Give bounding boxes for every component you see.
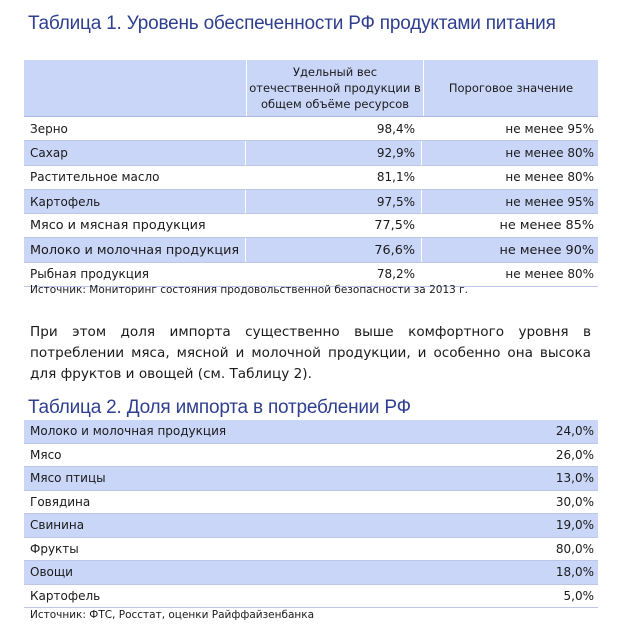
table1-cell-threshold: не менее 85%: [499, 218, 594, 234]
table2-cell-share: 5,0%: [563, 588, 595, 603]
table1-cell-product: Зерно: [24, 117, 246, 141]
table2-cell-product: Мясо птицы: [30, 471, 106, 486]
table1-row: Картофель 97,5% не менее 95%: [24, 189, 598, 215]
table1-row: Мясо и мясная продукция 77,5% не менее 8…: [24, 214, 598, 239]
table1: Удельный вес отечественной продукции в о…: [24, 60, 598, 288]
table2-cell-product: Мясо: [30, 447, 62, 462]
table1-row: Зерно 98,4% не менее 95%: [24, 117, 598, 142]
table1-row: Рыбная продукция 78,2% не менее 80%: [24, 262, 598, 288]
table1-cell-share: 81,1%: [246, 165, 422, 189]
table1-header: Удельный вес отечественной продукции в о…: [24, 60, 598, 117]
table1-cell-product: Сахар: [24, 141, 246, 165]
table1-title: Таблица 1. Уровень обеспеченности РФ про…: [28, 13, 556, 34]
table2: Молоко и молочная продукция 24,0% Мясо 2…: [24, 420, 598, 608]
table2-cell-product: Фрукты: [30, 541, 79, 556]
table1-cell-product: Рыбная продукция: [24, 262, 246, 287]
table1-header-threshold: Пороговое значение: [448, 81, 574, 95]
table1-cell-product: Картофель: [24, 189, 246, 214]
table2-cell-product: Свинина: [30, 518, 85, 533]
body-paragraph: При этом доля импорта существенно выше к…: [30, 324, 591, 382]
table1-cell-product: Мясо и мясная продукция: [24, 214, 246, 238]
table2-cell-product: Картофель: [30, 588, 101, 603]
table2-row: Картофель 5,0%: [24, 585, 598, 608]
table2-row: Свинина 19,0%: [24, 514, 598, 538]
table1-source: Источник: Мониторинг состояния продоволь…: [30, 284, 468, 296]
table2-title: Таблица 2. Доля импорта в потреблении РФ: [28, 397, 411, 418]
table2-cell-share: 26,0%: [555, 447, 594, 462]
table2-cell-share: 80,0%: [555, 541, 594, 556]
table1-row: Растительное масло 81,1% не менее 80%: [24, 165, 598, 190]
table2-cell-product: Молоко и молочная продукция: [30, 424, 227, 439]
table1-header-product: [24, 60, 247, 116]
table1-cell-share: 77,5%: [246, 214, 422, 238]
table1-cell-threshold: не менее 80%: [505, 145, 594, 160]
table1-cell-threshold: не менее 80%: [505, 267, 594, 282]
table1-cell-threshold: не менее 80%: [505, 170, 594, 185]
table2-cell-product: Овощи: [30, 565, 73, 580]
table2-source: Источник: ФТС, Росстат, оценки Райффайзе…: [30, 609, 315, 621]
table2-row: Фрукты 80,0%: [24, 538, 598, 561]
table2-row: Мясо 26,0%: [24, 444, 598, 467]
table1-cell-share: 78,2%: [246, 262, 422, 287]
table1-cell-product: Растительное масло: [24, 165, 246, 189]
table1-header-share: Удельный вес отечественной продукции в о…: [247, 60, 424, 116]
table1-cell-share: 92,9%: [246, 141, 422, 165]
table1-cell-share: 97,5%: [246, 189, 422, 214]
table1-row: Молоко и молочная продукция 76,6% не мен…: [24, 238, 598, 263]
table2-cell-share: 24,0%: [555, 424, 594, 439]
table1-cell-share: 98,4%: [246, 117, 422, 141]
table1-row: Сахар 92,9% не менее 80%: [24, 141, 598, 166]
table1-cell-threshold: не менее 95%: [505, 194, 594, 209]
table1-cell-threshold: не менее 95%: [505, 121, 594, 136]
table2-cell-share: 30,0%: [555, 494, 594, 509]
table2-row: Овощи 18,0%: [24, 561, 598, 585]
table2-row: Говядина 30,0%: [24, 491, 598, 514]
table1-cell-share: 76,6%: [246, 238, 422, 262]
table2-cell-share: 19,0%: [555, 518, 594, 533]
table1-cell-product: Молоко и молочная продукция: [24, 238, 246, 262]
table2-cell-product: Говядина: [30, 494, 91, 509]
table2-row: Мясо птицы 13,0%: [24, 467, 598, 491]
table2-cell-share: 18,0%: [555, 565, 594, 580]
table2-cell-share: 13,0%: [555, 471, 594, 486]
table1-cell-threshold: не менее 90%: [499, 242, 594, 258]
table2-row: Молоко и молочная продукция 24,0%: [24, 420, 598, 444]
